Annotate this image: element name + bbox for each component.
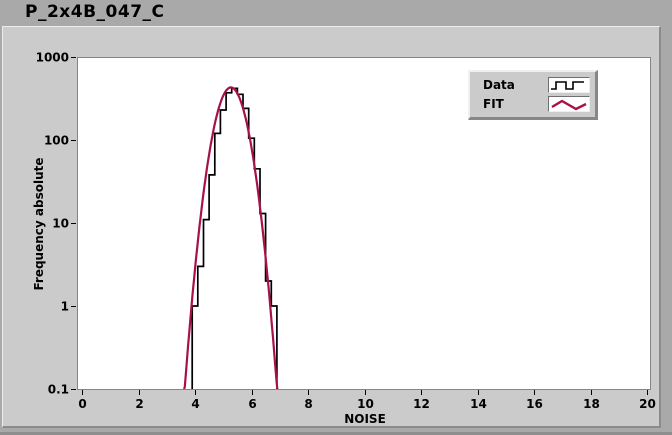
legend-item-data[interactable]: Data <box>483 76 590 94</box>
step-line-glyph <box>551 81 584 90</box>
tick-label: 14 <box>470 397 487 411</box>
tick-label: 0 <box>78 397 86 411</box>
tick-label: 0.1 <box>48 383 69 397</box>
tick-label: 4 <box>191 397 199 411</box>
zigzag-line-glyph <box>551 99 587 110</box>
tick-label: 18 <box>583 397 600 411</box>
tick-label: 12 <box>413 397 430 411</box>
tick-label: 2 <box>135 397 143 411</box>
legend-style-box-fit[interactable] <box>548 96 590 112</box>
y-axis-title: Frequency absolute <box>32 157 46 291</box>
tick-label: 100 <box>44 134 69 148</box>
tick-label: 16 <box>526 397 543 411</box>
tick-label: 10 <box>357 397 374 411</box>
zigzag-line-icon <box>551 99 587 110</box>
legend-style-box-data[interactable] <box>548 77 590 93</box>
window-bottom-edge <box>0 432 672 435</box>
fit-curve-line <box>183 86 279 389</box>
tick-label: 10 <box>52 217 69 231</box>
step-line-icon <box>551 81 584 90</box>
legend-item-fit[interactable]: FIT <box>483 95 590 113</box>
tick-label: 8 <box>304 397 312 411</box>
tick-label: 20 <box>639 397 656 411</box>
tick-label: 6 <box>248 397 256 411</box>
legend-label-fit: FIT <box>483 97 504 111</box>
window-title: P_2x4B_047_C <box>25 2 165 22</box>
legend-label-data: Data <box>483 78 515 92</box>
tick-label: 1000 <box>36 51 69 65</box>
plot-legend: Data FIT <box>468 70 598 120</box>
tick-label: 1 <box>61 300 69 314</box>
x-axis-title: NOISE <box>344 412 386 426</box>
